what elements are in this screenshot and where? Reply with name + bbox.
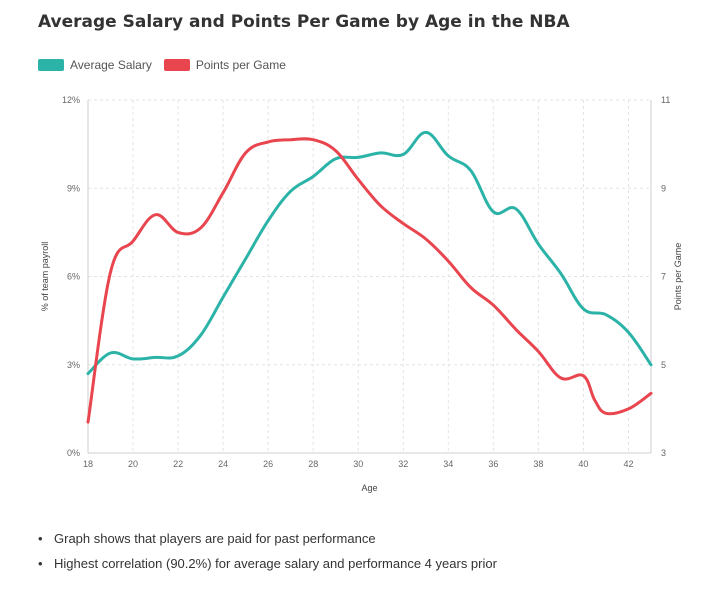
- legend-item-points-per-game[interactable]: Points per Game: [163, 58, 286, 72]
- y-left-tick-label: 3%: [67, 360, 80, 370]
- x-tick-label: 36: [488, 459, 498, 469]
- legend-item-average-salary[interactable]: Average Salary: [38, 58, 152, 72]
- y-right-tick-label: 7: [661, 272, 666, 282]
- legend: Average Salary Points per Game: [38, 58, 286, 72]
- legend-swatch-average-salary: [38, 59, 64, 71]
- note-item: • Graph shows that players are paid for p…: [38, 531, 497, 546]
- y-right-tick-label: 9: [661, 183, 666, 193]
- series-line-points-per-game: [86, 137, 653, 424]
- y-left-tick-label: 9%: [67, 183, 80, 193]
- notes-list: • Graph shows that players are paid for p…: [38, 531, 497, 581]
- y-left-tick-label: 6%: [67, 272, 80, 282]
- x-axis-title: Age: [361, 483, 377, 493]
- x-tick-label: 34: [443, 459, 453, 469]
- note-item: • Highest correlation (90.2%) for average…: [38, 556, 497, 571]
- x-tick-label: 40: [578, 459, 588, 469]
- x-tick-label: 42: [623, 459, 633, 469]
- x-tick-label: 32: [398, 459, 408, 469]
- x-tick-label: 24: [218, 459, 228, 469]
- y-left-tick-label: 0%: [67, 448, 80, 458]
- line-chart: 18 20 22 24 26 28 30 32 34 36 38 40 42 0% 3% 6% 9% 12% 3 5 7…: [40, 95, 683, 493]
- note-text: Graph shows that players are paid for pa…: [54, 531, 376, 546]
- x-tick-label: 30: [353, 459, 363, 469]
- y-right-tick-label: 5: [661, 360, 666, 370]
- y-left-tick-label: 12%: [62, 95, 80, 105]
- y-right-tick-label: 3: [661, 448, 666, 458]
- chart-title: Average Salary and Points Per Game by Ag…: [38, 12, 570, 32]
- x-tick-label: 38: [533, 459, 543, 469]
- bullet-icon: •: [38, 556, 43, 571]
- x-tick-label: 28: [308, 459, 318, 469]
- legend-label-points-per-game: Points per Game: [195, 58, 286, 72]
- legend-label-average-salary: Average Salary: [70, 58, 152, 72]
- bullet-icon: •: [38, 531, 43, 546]
- note-text: Highest correlation (90.2%) for average …: [54, 556, 497, 571]
- x-tick-label: 26: [263, 459, 273, 469]
- x-tick-label: 20: [128, 459, 138, 469]
- y-right-axis-title: Points per Game: [673, 243, 683, 311]
- x-tick-label: 22: [173, 459, 183, 469]
- series-line-average-salary: [86, 130, 653, 376]
- y-left-axis-title: % of team payroll: [40, 242, 50, 312]
- y-right-tick-label: 11: [661, 95, 670, 105]
- legend-swatch-points-per-game: [163, 59, 190, 71]
- x-tick-label: 18: [83, 459, 93, 469]
